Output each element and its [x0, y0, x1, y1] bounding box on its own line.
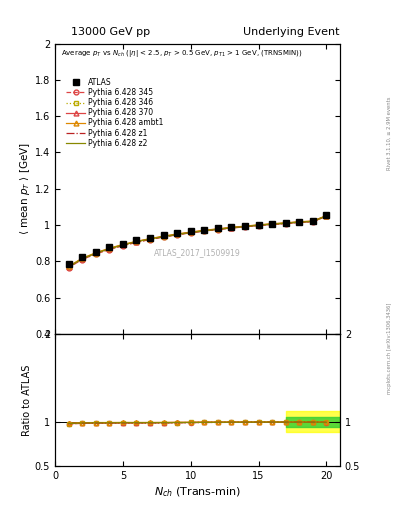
Text: 13000 GeV pp: 13000 GeV pp — [71, 27, 150, 37]
Text: mcplots.cern.ch [arXiv:1306.3436]: mcplots.cern.ch [arXiv:1306.3436] — [387, 303, 392, 394]
Text: Underlying Event: Underlying Event — [243, 27, 340, 37]
Text: ATLAS_2017_I1509919: ATLAS_2017_I1509919 — [154, 248, 241, 257]
Y-axis label: $\langle$ mean $p_T$ $\rangle$ [GeV]: $\langle$ mean $p_T$ $\rangle$ [GeV] — [18, 142, 32, 235]
Text: Average $p_T$ vs $N_{ch}$ ($|\eta|$ < 2.5, $p_T$ > 0.5 GeV, $p_{T1}$ > 1 GeV, (T: Average $p_T$ vs $N_{ch}$ ($|\eta|$ < 2.… — [61, 48, 302, 59]
Legend: ATLAS, Pythia 6.428 345, Pythia 6.428 346, Pythia 6.428 370, Pythia 6.428 ambt1,: ATLAS, Pythia 6.428 345, Pythia 6.428 34… — [64, 76, 165, 150]
Y-axis label: Ratio to ATLAS: Ratio to ATLAS — [22, 364, 32, 436]
X-axis label: $N_{ch}$ (Trans-min): $N_{ch}$ (Trans-min) — [154, 485, 241, 499]
Text: Rivet 3.1.10, ≥ 2.9M events: Rivet 3.1.10, ≥ 2.9M events — [387, 96, 392, 170]
